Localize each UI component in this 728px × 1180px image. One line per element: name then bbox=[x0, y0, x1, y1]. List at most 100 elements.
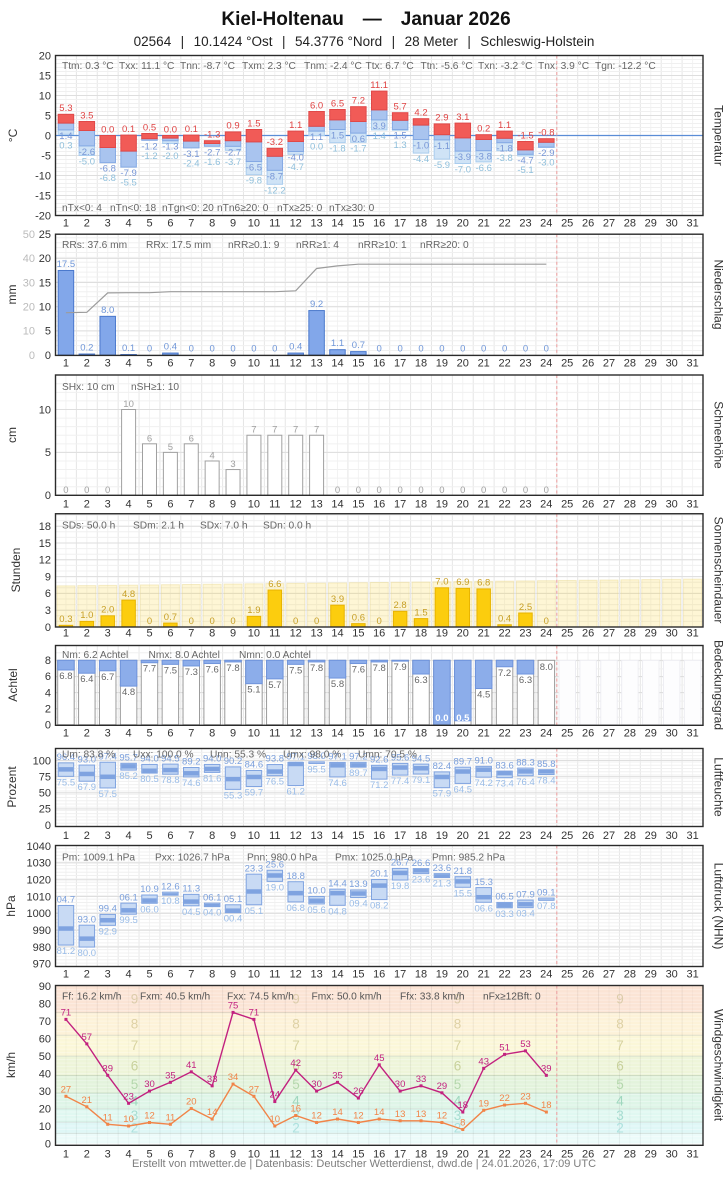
svg-text:Kiel-Holtenau — Januar 2026: Kiel-Holtenau — Januar 2026 bbox=[221, 9, 510, 30]
svg-text:3: 3 bbox=[230, 459, 235, 470]
svg-text:0.1: 0.1 bbox=[122, 124, 135, 135]
svg-text:5: 5 bbox=[146, 218, 152, 230]
svg-text:0.2: 0.2 bbox=[477, 124, 490, 135]
svg-text:19: 19 bbox=[436, 830, 448, 842]
svg-text:23.3: 23.3 bbox=[245, 863, 264, 874]
svg-text:15: 15 bbox=[39, 538, 51, 550]
svg-text:18: 18 bbox=[541, 1100, 552, 1111]
svg-text:7.9: 7.9 bbox=[393, 662, 406, 673]
svg-text:10: 10 bbox=[248, 728, 260, 740]
svg-text:03.4: 03.4 bbox=[516, 909, 535, 920]
svg-text:4: 4 bbox=[126, 969, 132, 981]
svg-text:0: 0 bbox=[147, 344, 152, 355]
svg-text:10.0: 10.0 bbox=[307, 886, 326, 897]
svg-text:4: 4 bbox=[126, 728, 132, 740]
svg-text:6.9: 6.9 bbox=[456, 577, 469, 588]
svg-text:39: 39 bbox=[541, 1063, 552, 1074]
svg-text:20: 20 bbox=[39, 50, 51, 62]
svg-text:-8.7: -8.7 bbox=[267, 171, 283, 182]
svg-text:10: 10 bbox=[248, 830, 260, 842]
svg-text:0: 0 bbox=[63, 485, 68, 496]
svg-text:23: 23 bbox=[519, 830, 531, 842]
svg-text:4: 4 bbox=[126, 358, 132, 370]
svg-text:17: 17 bbox=[394, 218, 406, 230]
svg-text:7.6: 7.6 bbox=[352, 665, 365, 676]
svg-text:14: 14 bbox=[332, 1107, 343, 1118]
svg-text:20: 20 bbox=[457, 218, 469, 230]
svg-text:21: 21 bbox=[478, 358, 490, 370]
svg-text:26: 26 bbox=[582, 218, 594, 230]
svg-text:21: 21 bbox=[478, 830, 490, 842]
svg-text:39: 39 bbox=[102, 1063, 113, 1074]
svg-text:10: 10 bbox=[39, 90, 51, 102]
svg-text:28: 28 bbox=[624, 358, 636, 370]
svg-text:80.0: 80.0 bbox=[78, 948, 97, 959]
svg-text:21: 21 bbox=[478, 628, 490, 640]
svg-text:30: 30 bbox=[23, 277, 35, 289]
svg-text:89.7: 89.7 bbox=[454, 756, 473, 767]
svg-text:18.8: 18.8 bbox=[286, 871, 305, 882]
svg-text:5.7: 5.7 bbox=[268, 680, 281, 691]
svg-text:0: 0 bbox=[418, 344, 423, 355]
svg-text:2: 2 bbox=[84, 628, 90, 640]
svg-text:2: 2 bbox=[84, 830, 90, 842]
svg-text:26: 26 bbox=[582, 728, 594, 740]
svg-text:4: 4 bbox=[126, 1149, 132, 1161]
svg-text:10.8: 10.8 bbox=[161, 896, 180, 907]
svg-text:8: 8 bbox=[460, 1118, 465, 1129]
svg-text:34: 34 bbox=[228, 1072, 239, 1083]
svg-text:18: 18 bbox=[415, 358, 427, 370]
svg-text:9: 9 bbox=[230, 969, 236, 981]
svg-text:77.4: 77.4 bbox=[391, 776, 410, 787]
svg-text:3.9: 3.9 bbox=[331, 594, 344, 605]
svg-text:02564 | 10.1424 °Ost | 54.: 02564 | 10.1424 °Ost | 54.3776 °Nord | 2… bbox=[134, 34, 595, 49]
svg-text:1: 1 bbox=[63, 830, 69, 842]
svg-text:8: 8 bbox=[454, 1016, 462, 1031]
svg-text:0: 0 bbox=[189, 616, 194, 627]
svg-text:3: 3 bbox=[45, 605, 51, 617]
svg-text:1.5: 1.5 bbox=[414, 607, 427, 618]
svg-text:31: 31 bbox=[686, 358, 698, 370]
svg-text:-1.1: -1.1 bbox=[434, 141, 450, 152]
svg-text:0: 0 bbox=[481, 485, 486, 496]
svg-text:SHx: 10 cm: SHx: 10 cm bbox=[62, 382, 115, 393]
svg-text:22: 22 bbox=[498, 499, 510, 511]
svg-text:29: 29 bbox=[645, 218, 657, 230]
svg-text:74.2: 74.2 bbox=[474, 778, 493, 789]
svg-text:12: 12 bbox=[290, 728, 302, 740]
svg-text:20: 20 bbox=[457, 499, 469, 511]
svg-text:0: 0 bbox=[544, 616, 549, 627]
svg-text:05.1: 05.1 bbox=[245, 906, 264, 917]
svg-text:12: 12 bbox=[39, 555, 51, 567]
svg-text:Pxx: 1026.7 hPa: Pxx: 1026.7 hPa bbox=[155, 853, 230, 864]
svg-text:Schneehöhe: Schneehöhe bbox=[712, 401, 726, 469]
svg-text:31: 31 bbox=[686, 499, 698, 511]
svg-text:17.5: 17.5 bbox=[57, 259, 76, 270]
svg-text:12: 12 bbox=[144, 1111, 155, 1122]
svg-text:09.4: 09.4 bbox=[349, 899, 368, 910]
svg-text:73.4: 73.4 bbox=[495, 779, 514, 790]
svg-text:23: 23 bbox=[519, 358, 531, 370]
svg-text:25: 25 bbox=[561, 499, 573, 511]
svg-text:-7.0: -7.0 bbox=[455, 165, 471, 176]
svg-text:31: 31 bbox=[686, 969, 698, 981]
svg-text:cm: cm bbox=[5, 427, 19, 443]
svg-text:23.6: 23.6 bbox=[433, 863, 452, 874]
svg-text:mm: mm bbox=[5, 285, 19, 305]
svg-text:0: 0 bbox=[544, 485, 549, 496]
svg-text:0.9: 0.9 bbox=[226, 121, 239, 132]
svg-text:SDs: 50.0 h: SDs: 50.0 h bbox=[62, 521, 115, 532]
svg-text:14: 14 bbox=[207, 1107, 218, 1118]
svg-text:-1.2: -1.2 bbox=[141, 151, 157, 162]
svg-text:1.4: 1.4 bbox=[373, 131, 386, 142]
svg-text:06.8: 06.8 bbox=[286, 903, 305, 914]
svg-text:15: 15 bbox=[39, 70, 51, 82]
svg-text:18: 18 bbox=[415, 969, 427, 981]
svg-text:24: 24 bbox=[540, 830, 552, 842]
svg-text:0: 0 bbox=[293, 616, 298, 627]
svg-text:8: 8 bbox=[209, 358, 215, 370]
svg-text:29: 29 bbox=[437, 1081, 448, 1092]
svg-text:28: 28 bbox=[624, 728, 636, 740]
svg-text:14: 14 bbox=[331, 830, 343, 842]
svg-text:1010: 1010 bbox=[27, 891, 51, 903]
